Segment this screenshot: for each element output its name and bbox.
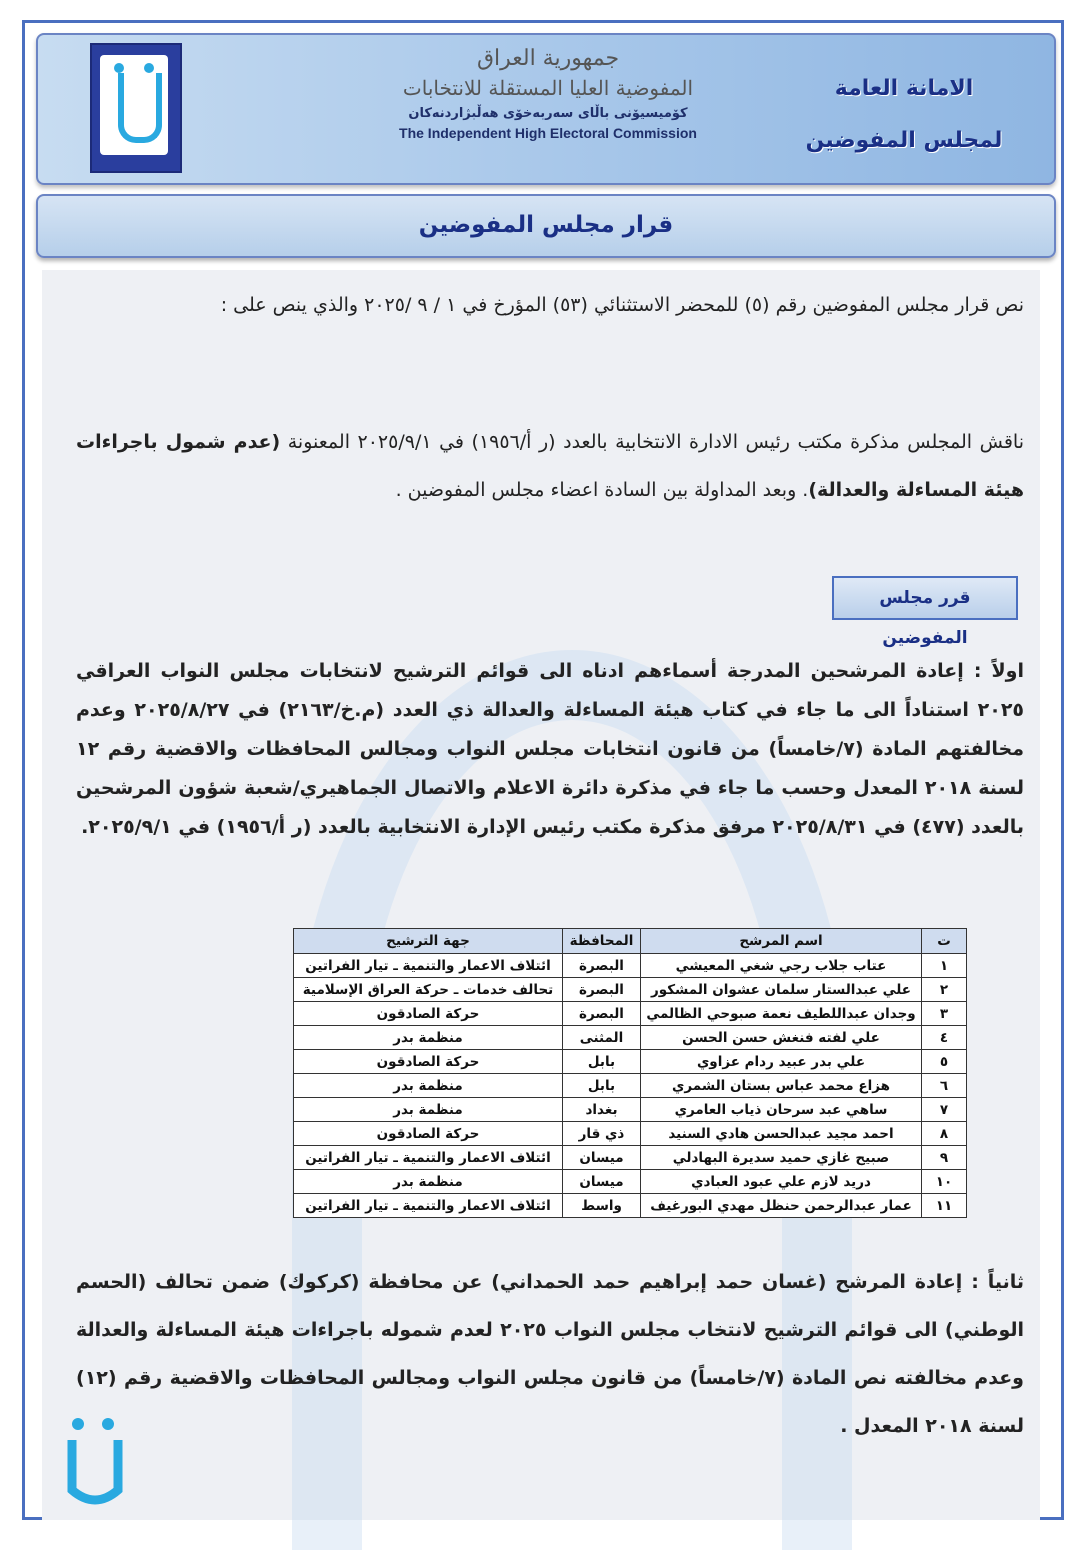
nominating-entity: حركة الصادقون: [293, 1049, 563, 1074]
dept-line-2: لمجلس المفوضين: [805, 128, 1003, 153]
nominating-entity: حركة الصادقون: [293, 1121, 563, 1146]
row-number: ٥: [921, 1049, 967, 1074]
table-row: ٤ علي لفته فنغش حسن الحسن المثنى منظمة بدر: [293, 1025, 967, 1050]
nominating-entity: حركة الصادقون: [293, 1001, 563, 1026]
discussion-text-end: . وبعد المداولة بين السادة اعضاء مجلس ال…: [395, 479, 809, 501]
row-number: ٩: [921, 1145, 967, 1170]
org-name-kurdish: كۆمیسیۆنی باڵای سەربەخۆی هەڵبژاردنەکان: [408, 106, 688, 121]
column-header: اسم المرشح: [640, 928, 922, 954]
candidate-name: علي عبدالستار سلمان عشوان المشكور: [640, 977, 922, 1002]
org-name-english: The Independent High Electoral Commissio…: [399, 125, 697, 141]
candidate-name: صبيح غازي حميد سديرة البهادلي: [640, 1145, 922, 1170]
row-number: ١٠: [921, 1169, 967, 1194]
org-name-arabic: المفوضية العليا المستقلة للانتخابات: [402, 76, 694, 100]
footer-logo-icon: [67, 1418, 123, 1505]
decision-badge: قرر مجلس المفوضين: [832, 576, 1018, 648]
table-row: ٣ وجدان عبداللطيف نعمة صبوحي الظالمي البصر…: [293, 1001, 967, 1026]
nominating-entity: ائتلاف الاعمار والتنمية ـ تيار الفراتين: [293, 1193, 563, 1218]
province: البصرة: [562, 953, 641, 978]
department-name: الامانة العامة لمجلس المفوضين: [804, 63, 1004, 167]
province: المثنى: [562, 1025, 641, 1050]
row-number: ٢: [921, 977, 967, 1002]
candidate-name: علي لفته فنغش حسن الحسن: [640, 1025, 922, 1050]
nominating-entity: منظمة بدر: [293, 1097, 563, 1122]
dept-line-1: الامانة العامة: [834, 76, 974, 101]
province: واسط: [562, 1193, 641, 1218]
column-header: ت: [921, 928, 967, 954]
row-number: ٨: [921, 1121, 967, 1146]
table-row: ١ عتاب جلاب رجي شغي المعيشي البصرة ائتلاف ا…: [293, 953, 967, 978]
table-row: ٢ علي عبدالستار سلمان عشوان المشكور البصرة…: [293, 977, 967, 1002]
province: ميسان: [562, 1169, 641, 1194]
table-row: ٧ ساهي عبد سرحان ذياب العامري بغداد منظمة ب…: [293, 1097, 967, 1122]
org-name-republic: جمهورية العراق: [476, 46, 620, 71]
column-header: جهة الترشيح: [293, 928, 563, 954]
nominating-entity: ائتلاف الاعمار والتنمية ـ تيار الفراتين: [293, 953, 563, 978]
row-number: ٤: [921, 1025, 967, 1050]
candidate-name: وجدان عبداللطيف نعمة صبوحي الظالمي: [640, 1001, 922, 1026]
table-row: ٩ صبيح غازي حميد سديرة البهادلي ميسان ائتلا…: [293, 1145, 967, 1170]
province: ميسان: [562, 1145, 641, 1170]
nominating-entity: تحالف خدمات ـ حركة العراق الإسلامية: [293, 977, 563, 1002]
candidate-name: هزاع محمد عباس بستان الشمري: [640, 1073, 922, 1098]
letterhead: جمهورية العراق المفوضية العليا المستقلة …: [36, 33, 1056, 185]
discussion-paragraph: ناقش المجلس مذكرة مكتب رئيس الادارة الان…: [76, 418, 1024, 514]
document-title: قرار مجلس المفوضين: [36, 194, 1056, 258]
row-number: ١: [921, 953, 967, 978]
nominating-entity: ائتلاف الاعمار والتنمية ـ تيار الفراتين: [293, 1145, 563, 1170]
ihec-logo: [90, 43, 182, 173]
second-clause: ثانياً : إعادة المرشح (غسان حمد إبراهيم …: [76, 1271, 1025, 1437]
discussion-text: ناقش المجلس مذكرة مكتب رئيس الادارة الان…: [280, 431, 1024, 453]
row-number: ١١: [921, 1193, 967, 1218]
row-number: ٣: [921, 1001, 967, 1026]
nominating-entity: منظمة بدر: [293, 1025, 563, 1050]
row-number: ٧: [921, 1097, 967, 1122]
province: بابل: [562, 1049, 641, 1074]
row-number: ٦: [921, 1073, 967, 1098]
candidate-name: دريد لازم علي عبود العبادي: [640, 1169, 922, 1194]
table-row: ١١ عمار عبدالرحمن حنظل مهدي البورغيف واسط ا…: [293, 1193, 967, 1218]
province: ذي قار: [562, 1121, 641, 1146]
candidate-name: عمار عبدالرحمن حنظل مهدي البورغيف: [640, 1193, 922, 1218]
province: البصرة: [562, 1001, 641, 1026]
candidates-table: ت اسم المرشح المحافظة جهة الترشيح ١ عتاب جلا…: [293, 928, 967, 1218]
province: بابل: [562, 1073, 641, 1098]
province: البصرة: [562, 977, 641, 1002]
discussion-subject: (عدم شمول باجراءات هيئة المساءلة والعدال…: [76, 431, 1024, 501]
intro-paragraph: نص قرار مجلس المفوضين رقم (٥) للمحضر الا…: [220, 294, 1024, 316]
candidate-name: احمد مجيد عبدالحسن هادي السنيد: [640, 1121, 922, 1146]
table-header-row: ت اسم المرشح المحافظة جهة الترشيح: [293, 928, 967, 954]
nominating-entity: منظمة بدر: [293, 1073, 563, 1098]
table-row: ١٠ دريد لازم علي عبود العبادي ميسان منظمة ب…: [293, 1169, 967, 1194]
document-body-background: [42, 270, 1040, 1550]
organization-name: جمهورية العراق المفوضية العليا المستقلة …: [398, 45, 698, 141]
first-clause: اولاً : إعادة المرشحين المدرجة أسماءهم ا…: [76, 660, 1025, 838]
candidate-name: ساهي عبد سرحان ذياب العامري: [640, 1097, 922, 1122]
table-row: ٦ هزاع محمد عباس بستان الشمري بابل منظمة بد…: [293, 1073, 967, 1098]
nominating-entity: منظمة بدر: [293, 1169, 563, 1194]
candidate-name: عتاب جلاب رجي شغي المعيشي: [640, 953, 922, 978]
column-header: المحافظة: [562, 928, 641, 954]
candidate-name: علي بدر عبيد ردام عزاوي: [640, 1049, 922, 1074]
table-row: ٨ احمد مجيد عبدالحسن هادي السنيد ذي قار حرك…: [293, 1121, 967, 1146]
province: بغداد: [562, 1097, 641, 1122]
table-row: ٥ علي بدر عبيد ردام عزاوي بابل حركة الصادقو…: [293, 1049, 967, 1074]
